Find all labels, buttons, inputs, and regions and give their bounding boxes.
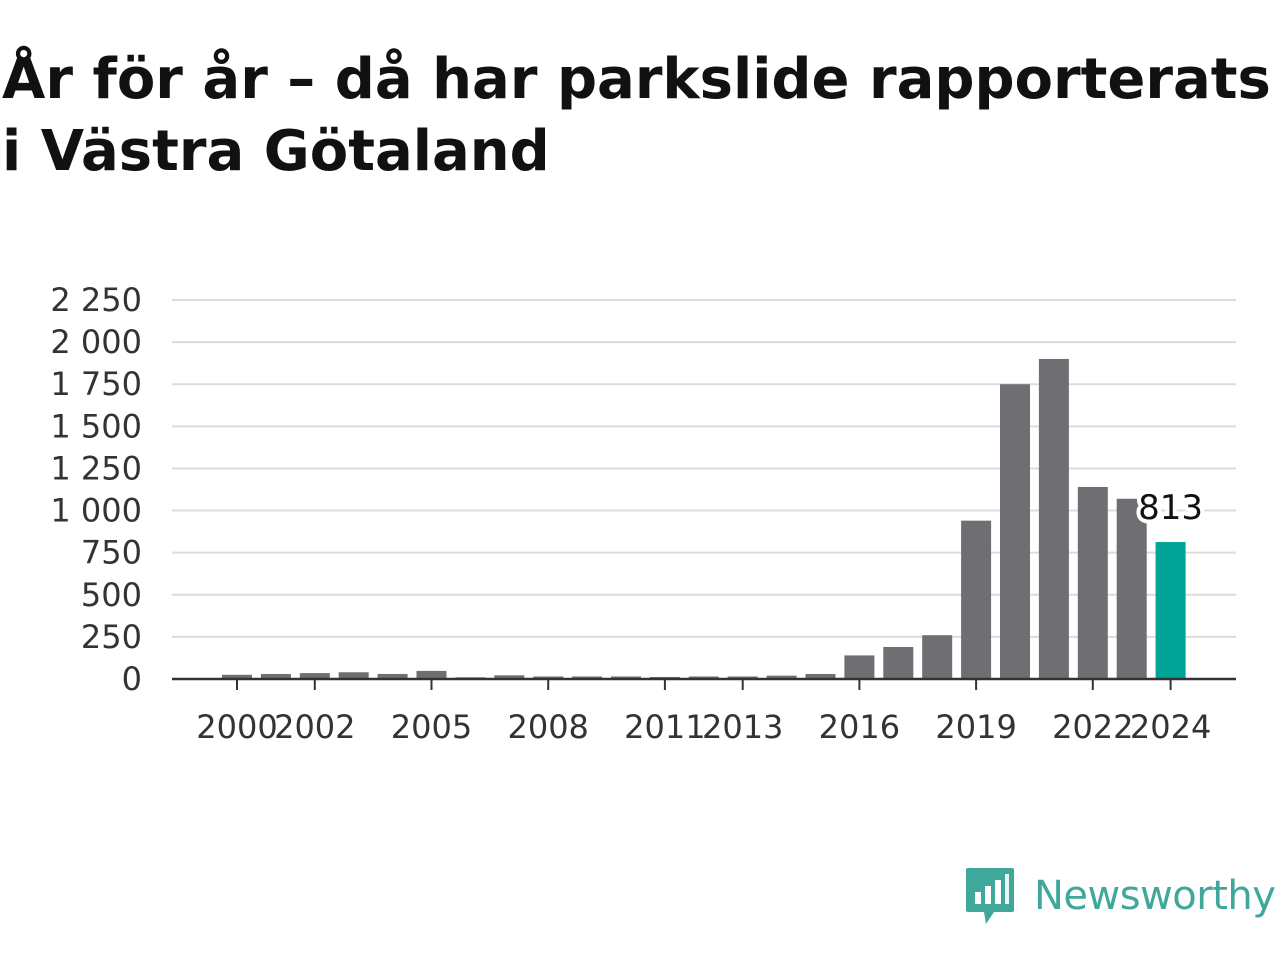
y-tick-label: 1 000 <box>50 492 142 530</box>
bars <box>222 358 1186 679</box>
bar <box>299 673 330 679</box>
x-tick-label: 2016 <box>819 708 900 746</box>
y-tick-label: 750 <box>81 534 142 572</box>
grid-lines <box>172 299 1236 638</box>
bar <box>1116 498 1147 679</box>
y-tick-label: 1 500 <box>50 407 142 445</box>
x-tick-label: 2005 <box>391 708 472 746</box>
y-tick-label: 2 250 <box>50 281 142 319</box>
x-tick-label: 2019 <box>935 708 1016 746</box>
bar <box>416 670 447 679</box>
y-tick-label: 500 <box>81 576 142 614</box>
y-tick-label: 0 <box>122 660 142 698</box>
x-tick-label: 2022 <box>1052 708 1133 746</box>
bar <box>494 675 525 679</box>
x-tick-label: 2011 <box>624 708 705 746</box>
bar <box>1155 542 1186 679</box>
y-tick-label: 1 750 <box>50 365 142 403</box>
newsworthy-logo-icon <box>966 868 1014 924</box>
x-tick-label: 2002 <box>274 708 355 746</box>
brand-name: Newsworthy <box>1034 873 1276 919</box>
y-axis-labels: 0 250 500 750 1 000 1 250 1 500 1 750 2 000 2 250 <box>50 281 142 698</box>
bar <box>338 672 369 679</box>
brand: Newsworthy <box>964 864 1276 928</box>
x-tick-label: 2024 <box>1130 708 1211 746</box>
bar <box>766 675 797 679</box>
bar <box>533 676 564 679</box>
y-tick-label: 1 250 <box>50 449 142 487</box>
bar <box>688 676 719 679</box>
bar <box>222 674 252 679</box>
bar <box>961 520 992 679</box>
bar <box>844 655 875 679</box>
x-tick-label: 2000 <box>196 708 277 746</box>
data-label-halo: 813 <box>1138 488 1203 528</box>
bar <box>260 673 291 679</box>
bar <box>1077 486 1108 679</box>
y-tick-label: 2 000 <box>50 323 142 361</box>
bar <box>883 646 914 679</box>
x-tick-label: 2013 <box>702 708 783 746</box>
bar <box>1038 358 1069 679</box>
bar <box>922 635 953 679</box>
x-axis <box>172 677 1236 690</box>
bar <box>572 676 603 679</box>
y-tick-label: 250 <box>81 618 142 656</box>
chart-title: År för år – då har parkslide rapporterat… <box>2 47 1271 184</box>
bar <box>1000 384 1030 679</box>
bar <box>727 676 758 679</box>
bar <box>805 673 836 679</box>
bar <box>377 673 408 679</box>
x-tick-label: 2008 <box>507 708 588 746</box>
data-label: 813 <box>1138 488 1203 528</box>
bar <box>611 676 641 679</box>
